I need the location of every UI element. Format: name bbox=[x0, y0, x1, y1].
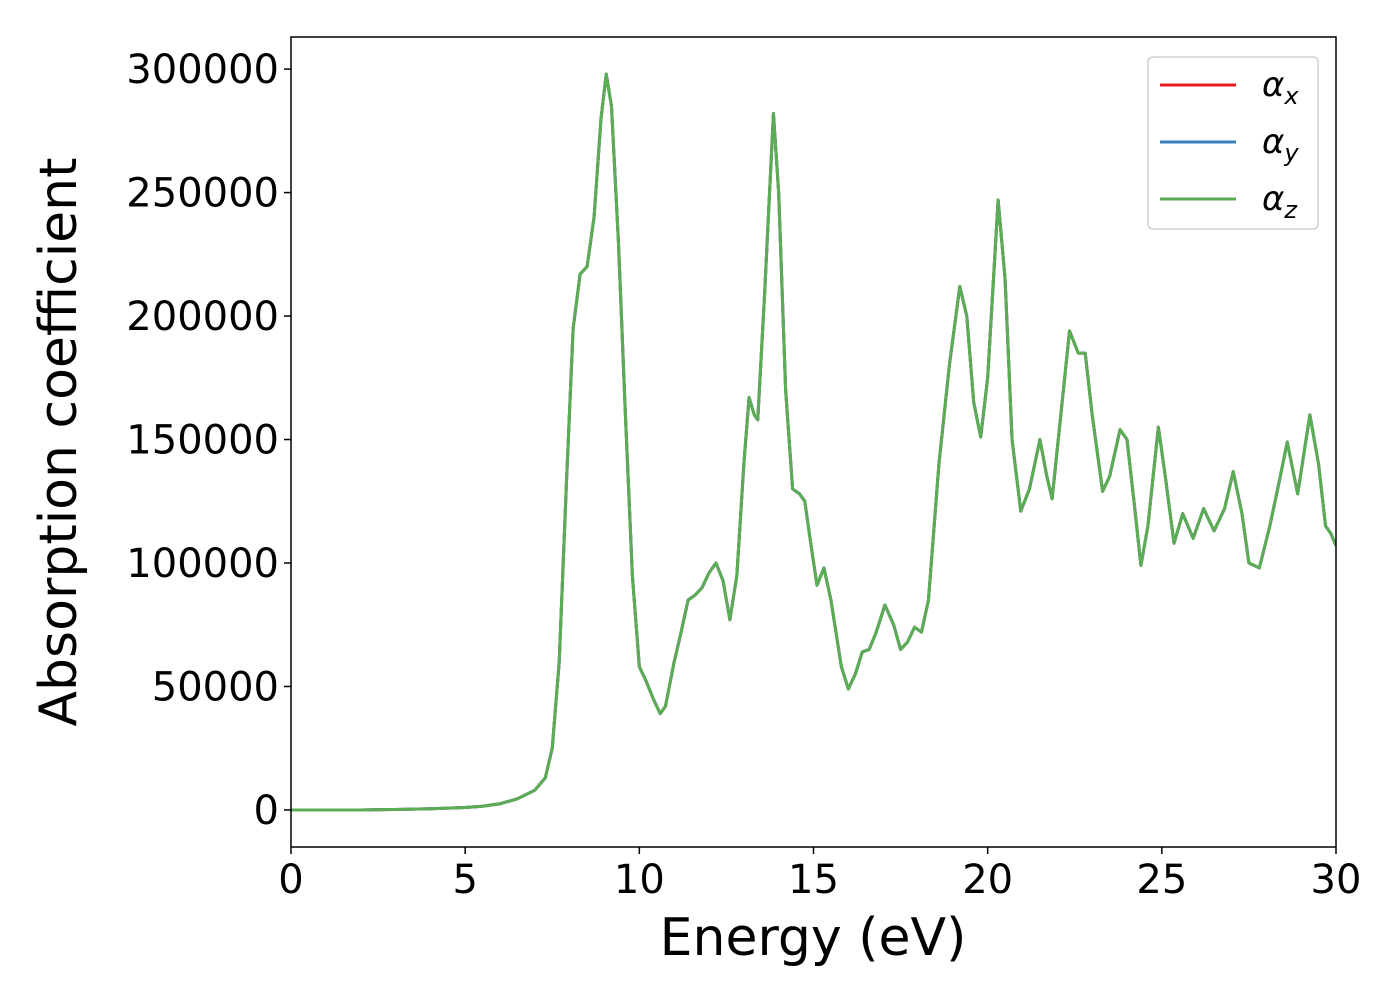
series-line bbox=[291, 72, 1336, 812]
y-tick-label: 50000 bbox=[152, 664, 279, 710]
x-tick-label: 30 bbox=[1311, 857, 1362, 903]
x-tick-label: 5 bbox=[452, 857, 477, 903]
x-tick-label: 20 bbox=[962, 857, 1013, 903]
legend-label: αx bbox=[1262, 65, 1299, 110]
x-tick-label: 10 bbox=[614, 857, 665, 903]
y-tick-label: 200000 bbox=[126, 294, 279, 340]
legend-label: αy bbox=[1262, 122, 1299, 167]
x-tick-label: 0 bbox=[278, 857, 303, 903]
x-axis-label: Energy (eV) bbox=[660, 908, 967, 968]
y-tick-label: 300000 bbox=[126, 47, 279, 93]
y-tick-label: 250000 bbox=[126, 171, 279, 217]
legend-label: αz bbox=[1262, 179, 1298, 224]
y-tick-label: 0 bbox=[254, 788, 279, 834]
y-tick-label: 150000 bbox=[126, 418, 279, 464]
y-axis-label: Absorption coefficient bbox=[29, 157, 89, 726]
plot-frame bbox=[290, 36, 1337, 848]
x-tick-label: 25 bbox=[1136, 857, 1187, 903]
y-tick-label: 100000 bbox=[126, 541, 279, 587]
x-tick-label: 15 bbox=[788, 857, 839, 903]
